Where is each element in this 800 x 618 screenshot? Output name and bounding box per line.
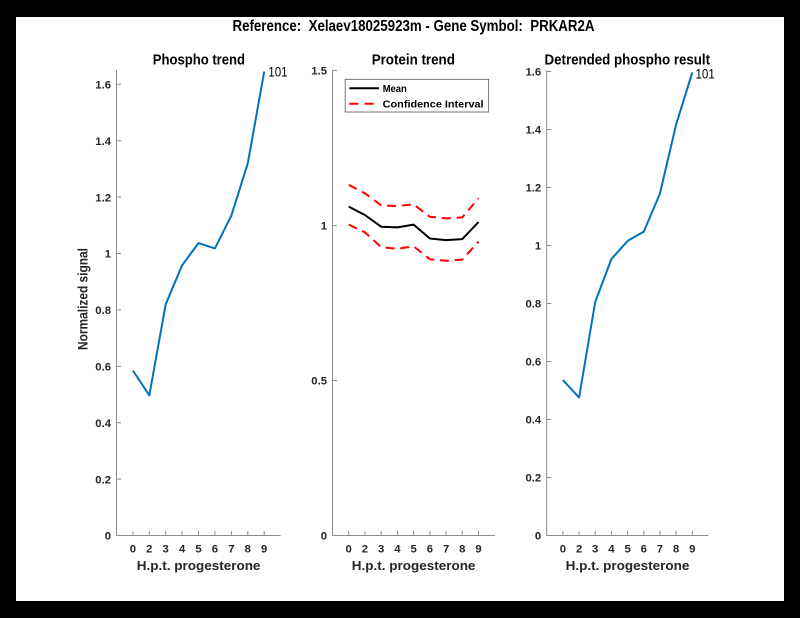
svg-text:0.6: 0.6 <box>525 357 541 369</box>
svg-text:1.4: 1.4 <box>95 136 111 148</box>
svg-text:Detrended phospho result: Detrended phospho result <box>545 53 711 69</box>
svg-text:9: 9 <box>261 544 267 556</box>
svg-text:6: 6 <box>427 544 433 556</box>
svg-text:101: 101 <box>696 66 715 81</box>
svg-text:101: 101 <box>268 64 287 79</box>
svg-text:6: 6 <box>212 544 218 556</box>
svg-text:5: 5 <box>624 544 630 556</box>
svg-text:Normalized signal: Normalized signal <box>76 248 91 350</box>
svg-text:0: 0 <box>130 544 136 556</box>
svg-text:7: 7 <box>657 544 663 556</box>
svg-text:1.6: 1.6 <box>525 67 541 79</box>
svg-text:1.2: 1.2 <box>525 183 541 195</box>
svg-text:0.2: 0.2 <box>95 474 111 486</box>
svg-text:0: 0 <box>560 544 566 556</box>
svg-text:2: 2 <box>146 544 152 556</box>
svg-text:H.p.t. progesterone: H.p.t. progesterone <box>566 558 690 573</box>
svg-text:7: 7 <box>228 544 234 556</box>
svg-text:3: 3 <box>592 544 598 556</box>
svg-text:1: 1 <box>105 249 111 261</box>
svg-text:1.6: 1.6 <box>95 80 111 92</box>
svg-text:Protein trend: Protein trend <box>372 53 455 69</box>
svg-text:5: 5 <box>195 544 201 556</box>
svg-text:0: 0 <box>535 531 541 543</box>
svg-text:Phospho trend: Phospho trend <box>153 53 245 69</box>
svg-text:4: 4 <box>179 544 186 556</box>
svg-text:0: 0 <box>346 544 352 556</box>
svg-text:Confidence Interval: Confidence Interval <box>383 99 484 111</box>
svg-text:4: 4 <box>608 544 615 556</box>
svg-text:0.5: 0.5 <box>311 376 327 388</box>
svg-text:0.4: 0.4 <box>525 415 541 427</box>
svg-text:1.5: 1.5 <box>311 66 327 78</box>
svg-text:4: 4 <box>394 544 401 556</box>
svg-text:9: 9 <box>689 544 695 556</box>
svg-text:H.p.t. progesterone: H.p.t. progesterone <box>352 558 476 573</box>
svg-text:8: 8 <box>245 544 251 556</box>
svg-text:1.4: 1.4 <box>525 125 541 137</box>
svg-text:0.8: 0.8 <box>95 305 111 317</box>
svg-text:Mean: Mean <box>383 83 407 95</box>
svg-text:1: 1 <box>321 221 327 233</box>
svg-text:6: 6 <box>641 544 647 556</box>
svg-text:Reference: Xelaev18025923m -: Reference: Xelaev18025923m - Gene Symbol… <box>233 18 595 35</box>
svg-text:1.2: 1.2 <box>95 192 111 204</box>
svg-text:1: 1 <box>535 241 541 253</box>
svg-text:0.6: 0.6 <box>95 362 111 374</box>
svg-text:H.p.t. progesterone: H.p.t. progesterone <box>137 558 261 573</box>
svg-text:0: 0 <box>105 531 111 543</box>
svg-text:2: 2 <box>576 544 582 556</box>
svg-text:3: 3 <box>163 544 169 556</box>
svg-text:0.2: 0.2 <box>525 473 541 485</box>
svg-text:8: 8 <box>459 544 465 556</box>
svg-text:9: 9 <box>475 544 481 556</box>
svg-text:7: 7 <box>443 544 449 556</box>
svg-text:8: 8 <box>673 544 679 556</box>
svg-text:0.8: 0.8 <box>525 299 541 311</box>
svg-text:0.4: 0.4 <box>95 418 111 430</box>
svg-text:0: 0 <box>321 531 327 543</box>
svg-text:3: 3 <box>378 544 384 556</box>
svg-text:5: 5 <box>410 544 416 556</box>
svg-text:2: 2 <box>362 544 368 556</box>
